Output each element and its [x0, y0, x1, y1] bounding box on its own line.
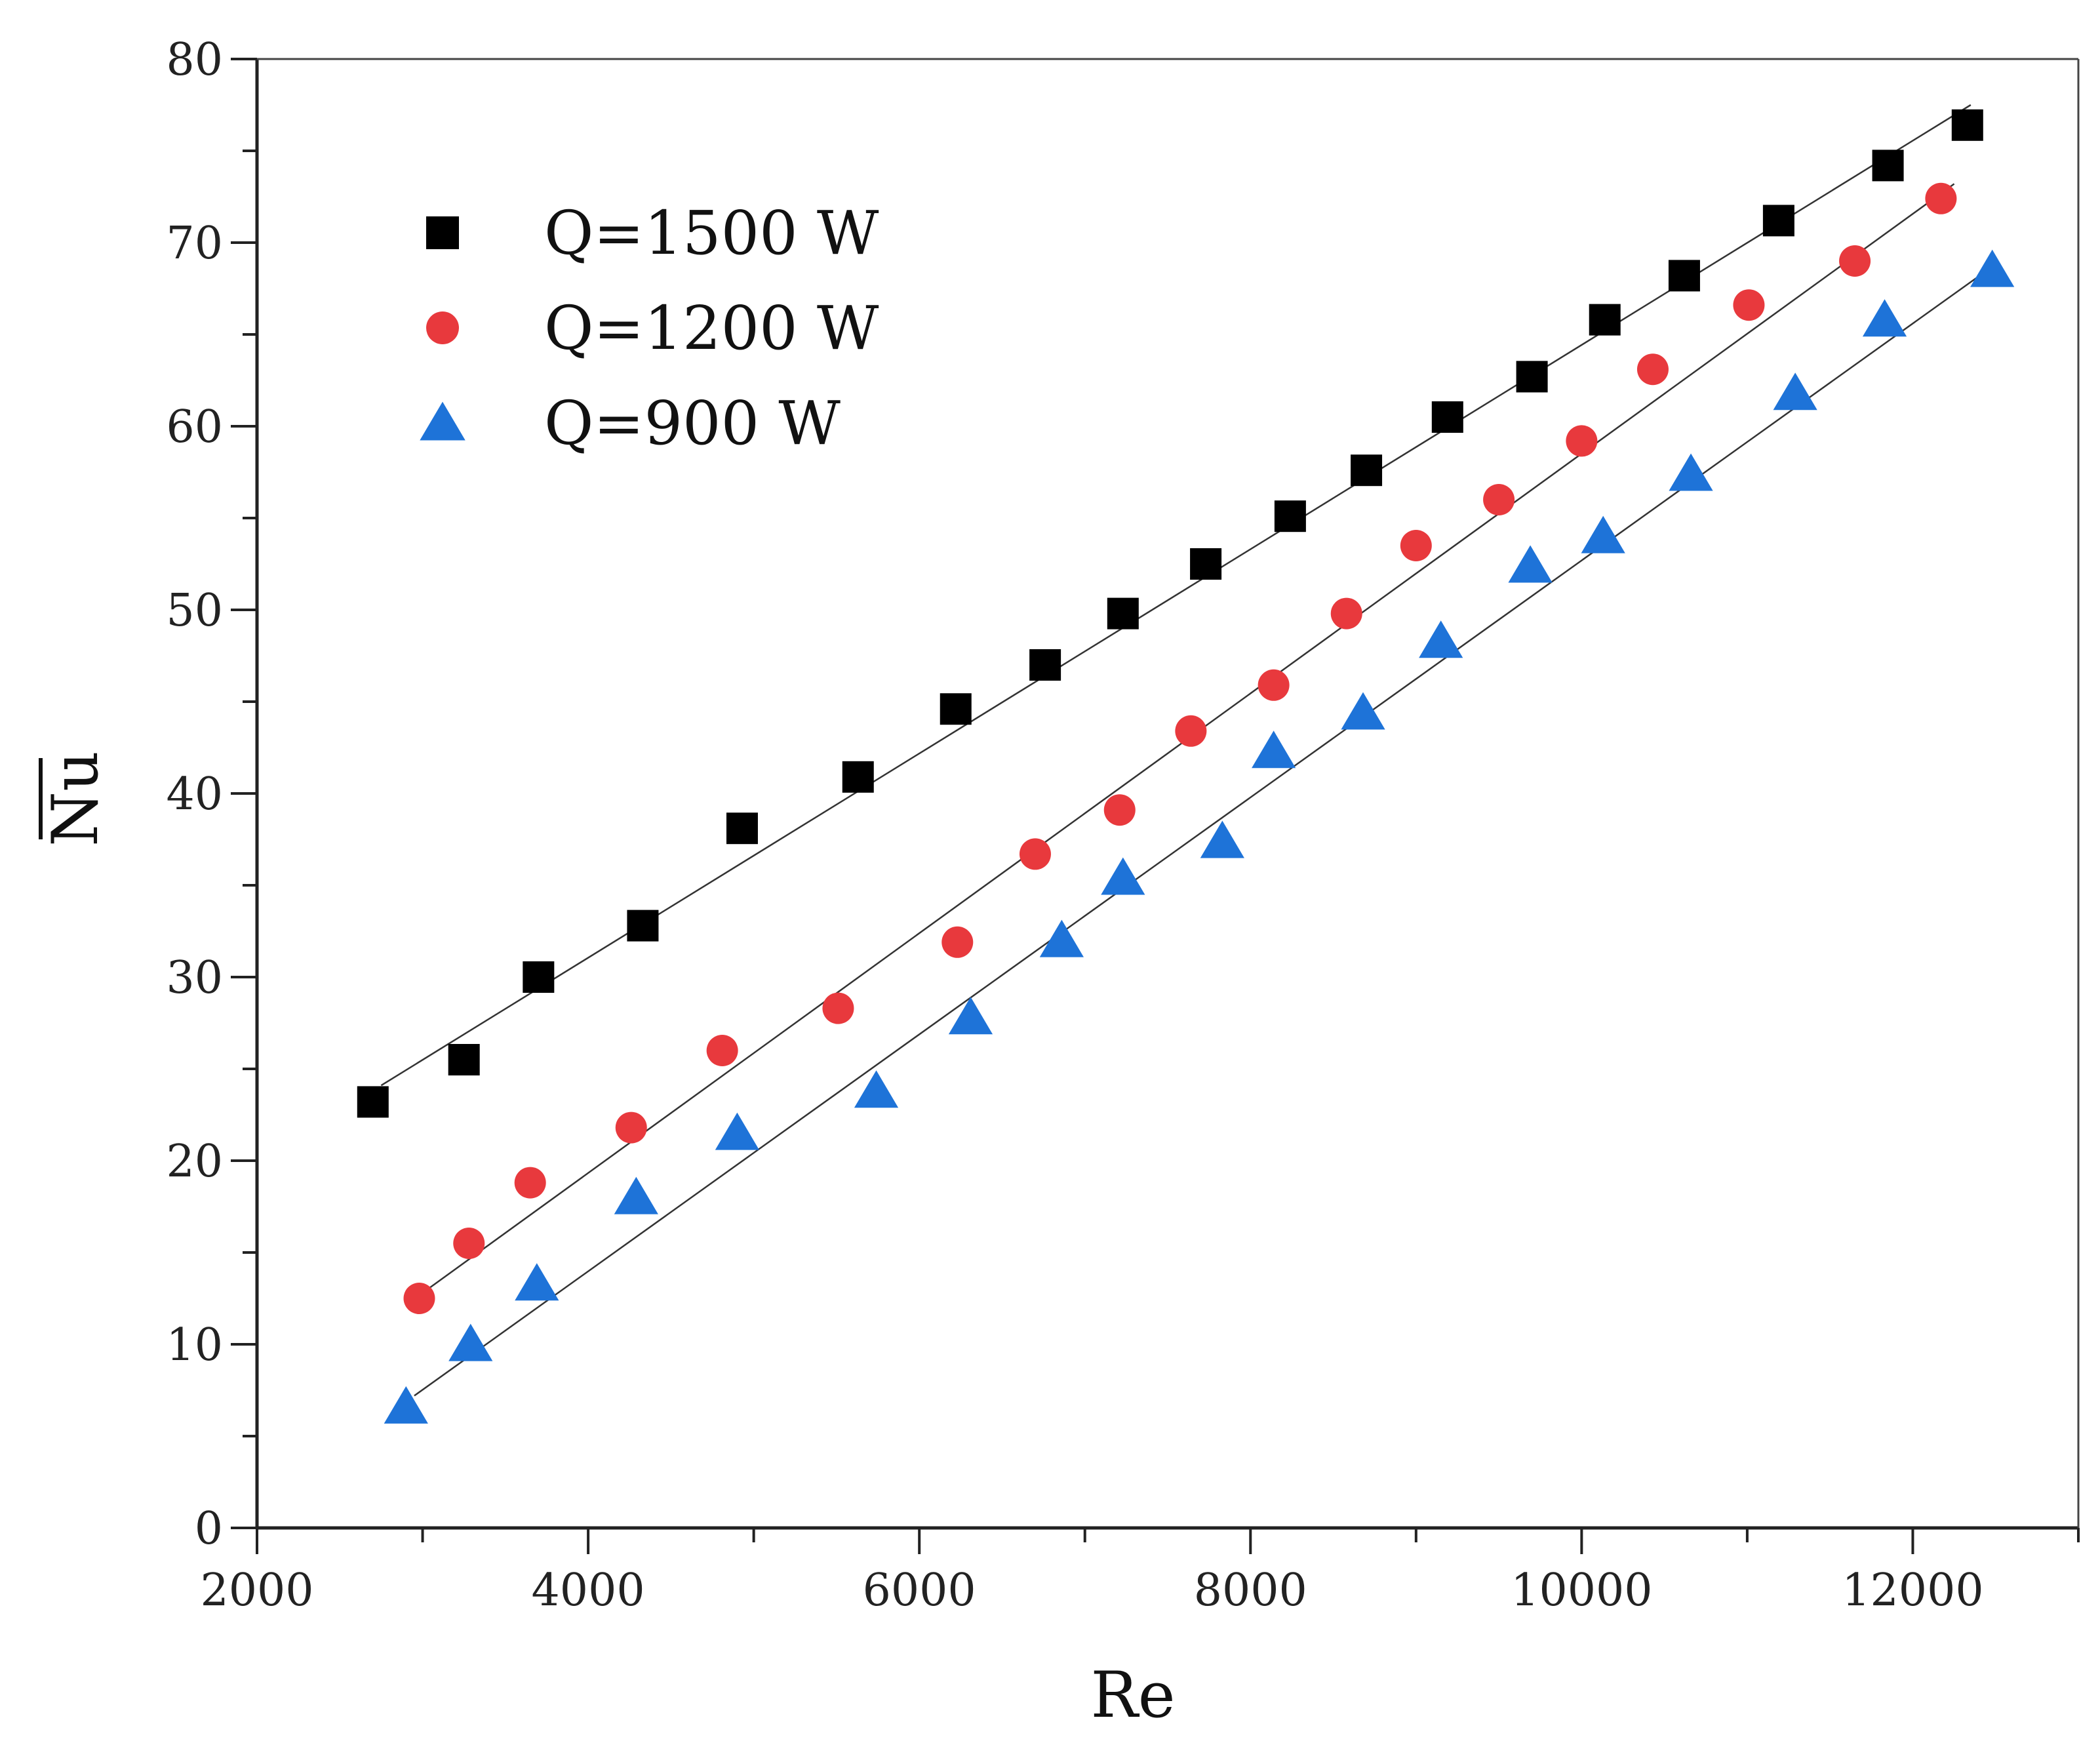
data-point — [1669, 453, 1713, 491]
data-point — [1872, 150, 1904, 182]
series-circle — [403, 182, 1957, 1314]
y-axis-title-group: Nu — [39, 751, 112, 847]
data-point — [1419, 620, 1463, 658]
data-point — [357, 1086, 389, 1118]
data-point — [615, 1112, 647, 1144]
data-point — [1762, 205, 1794, 237]
data-point — [1566, 425, 1598, 457]
y-tick-label: 0 — [195, 1503, 223, 1555]
data-point — [1019, 838, 1051, 870]
data-point — [614, 1176, 658, 1214]
series-square — [357, 109, 1983, 1118]
data-point — [627, 910, 659, 942]
data-point — [1341, 692, 1385, 730]
legend-marker — [426, 311, 459, 344]
data-point — [1330, 597, 1362, 630]
fit-line — [414, 269, 1988, 1397]
x-tick-label: 6000 — [863, 1565, 976, 1616]
data-point — [1200, 820, 1244, 858]
data-point — [1733, 289, 1765, 321]
data-point — [1516, 361, 1548, 393]
data-point — [822, 992, 854, 1024]
x-tick-label: 8000 — [1194, 1565, 1307, 1616]
data-point — [1970, 249, 2015, 287]
legend-label: Q=1500 W — [544, 198, 879, 268]
series-triangle — [384, 249, 2015, 1424]
data-point — [940, 693, 972, 725]
y-tick-label: 10 — [166, 1319, 223, 1371]
data-point — [1252, 731, 1296, 769]
data-point — [1839, 245, 1871, 277]
data-point — [854, 1070, 899, 1108]
data-point — [1431, 401, 1463, 433]
data-point — [1274, 500, 1306, 532]
data-point — [1636, 353, 1669, 386]
data-point — [941, 926, 974, 958]
y-tick-label: 60 — [166, 401, 223, 453]
x-tick-label: 4000 — [532, 1565, 645, 1616]
data-point — [1508, 545, 1553, 583]
data-point — [1175, 715, 1207, 747]
data-point — [1258, 669, 1290, 701]
data-point — [1773, 372, 1817, 411]
data-point — [448, 1323, 493, 1361]
y-tick-label: 50 — [166, 585, 223, 637]
y-tick-label: 20 — [166, 1136, 223, 1188]
data-point — [706, 1035, 738, 1066]
data-point — [1581, 515, 1625, 553]
data-point — [726, 812, 758, 845]
data-point — [1101, 857, 1145, 895]
data-point — [514, 1167, 546, 1199]
data-point — [1589, 304, 1621, 336]
data-point — [523, 961, 555, 993]
data-point — [1351, 454, 1383, 487]
data-point — [1103, 794, 1136, 826]
data-point — [948, 997, 993, 1035]
data-point — [448, 1044, 480, 1075]
data-point — [403, 1283, 435, 1314]
data-point — [1668, 260, 1700, 292]
y-tick-label: 40 — [166, 769, 223, 820]
data-point — [1862, 299, 1907, 337]
data-point — [1951, 109, 1983, 141]
data-point — [1039, 919, 1084, 957]
plot-frame — [255, 58, 2080, 1530]
data-point — [842, 761, 874, 793]
data-point — [1483, 484, 1515, 515]
legend-marker — [420, 401, 466, 441]
data-point — [384, 1386, 428, 1424]
data-point — [1400, 530, 1432, 561]
legend-label: Q=900 W — [544, 388, 841, 458]
axis-ticks: 0 10 20 30 40 50 60 70 80 2000 4000 6000 8000 10000 12… — [166, 34, 2080, 1616]
y-tick-label: 70 — [166, 218, 223, 270]
legend-label: Q=1200 W — [544, 293, 879, 363]
legend-marker — [426, 216, 459, 249]
data-point — [453, 1228, 485, 1259]
data-point — [715, 1112, 759, 1150]
y-tick-label: 30 — [166, 952, 223, 1004]
x-tick-label: 2000 — [200, 1565, 313, 1616]
data-point — [1029, 649, 1061, 681]
x-tick-label: 10000 — [1511, 1565, 1652, 1616]
data-point — [1107, 597, 1139, 630]
data-point — [515, 1263, 559, 1301]
data-markers — [357, 109, 2015, 1424]
data-point — [1925, 182, 1957, 214]
legend: Q=1500 W Q=1200 W Q=900 W — [420, 198, 879, 458]
x-tick-label: 12000 — [1842, 1565, 1983, 1616]
y-axis-title: Nu — [39, 751, 112, 847]
data-point — [1190, 548, 1222, 580]
x-axis-title: Re — [1090, 1658, 1175, 1732]
y-tick-label: 80 — [166, 34, 223, 86]
